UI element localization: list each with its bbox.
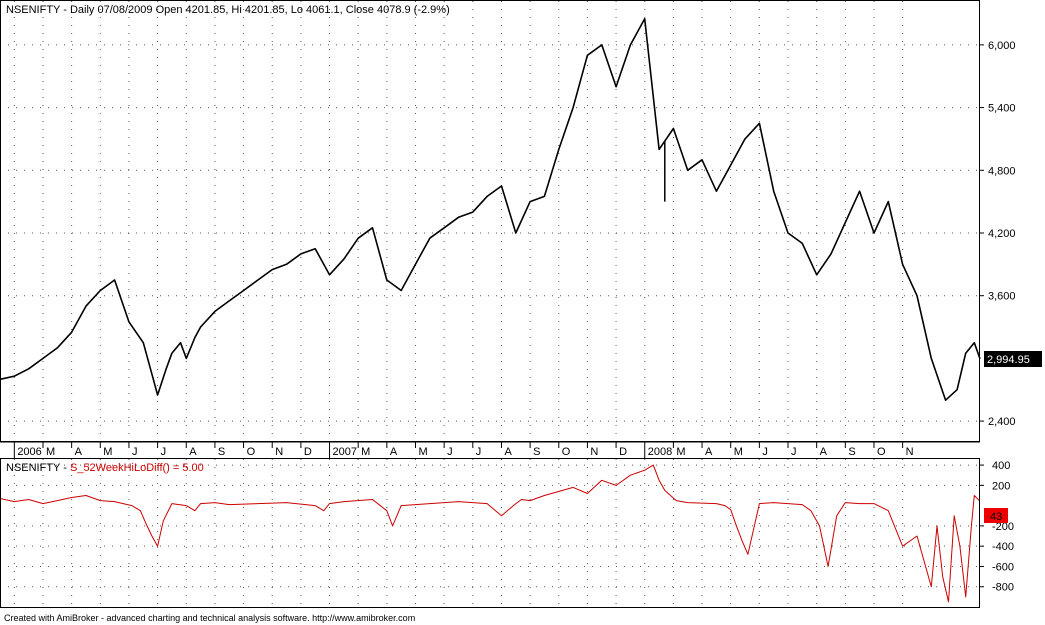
- x-tick-label: J: [791, 446, 797, 458]
- x-tick-label: M: [734, 446, 743, 458]
- x-tick-label: A: [75, 446, 83, 458]
- price-y-tick-label: 4,200: [988, 228, 1016, 240]
- x-tick-label: O: [562, 446, 571, 458]
- price-chart-title: NSENIFTY - Daily 07/08/2009 Open 4201.85…: [6, 4, 450, 16]
- x-tick-label: D: [304, 446, 312, 458]
- x-tick-label: M: [361, 446, 370, 458]
- price-last-value: 2,994.95: [987, 354, 1030, 366]
- indicator-y-tick-label: 200: [992, 480, 1010, 492]
- x-tick-label: N: [906, 446, 914, 458]
- price-line: [0, 17, 981, 402]
- indicator-title-prefix: NSENIFTY -: [6, 462, 70, 474]
- indicator-grid: [0, 459, 980, 607]
- x-tick-label: J: [476, 446, 482, 458]
- x-tick-label: J: [762, 446, 768, 458]
- price-series[interactable]: [0, 17, 981, 402]
- indicator-last-value: 43: [990, 511, 1002, 523]
- footer-credit: Created with AmiBroker - advanced charti…: [4, 613, 415, 623]
- indicator-y-tick-label: -400: [992, 541, 1014, 553]
- x-tick-label: S: [848, 446, 855, 458]
- indicator-y-tick-label: -800: [992, 582, 1014, 594]
- price-y-tick-label: 4,800: [988, 165, 1016, 177]
- x-axis-ticks: 2006 M A M J J A S O N D 2007 M A M J J A S O N D 2008 M A M J J A S O…: [13, 442, 914, 458]
- x-tick-label: S: [218, 446, 225, 458]
- price-y-axis: 2,400 3,600 4,200 4,800 5,400 6,000: [980, 40, 1016, 428]
- x-tick-label: 2007: [333, 446, 357, 458]
- indicator-pane-frame: [0, 458, 980, 608]
- price-y-tick-label: 5,400: [988, 103, 1016, 115]
- x-tick-label: M: [103, 446, 112, 458]
- x-tick-label: 2008: [648, 446, 672, 458]
- main-grid: [0, 1, 980, 442]
- price-y-tick-label: 6,000: [988, 40, 1016, 52]
- indicator-last-value-badge: 43: [984, 508, 1008, 523]
- indicator-series[interactable]: [0, 464, 981, 603]
- price-last-value-badge: 2,994.95: [984, 351, 1042, 367]
- x-tick-label: A: [705, 446, 713, 458]
- x-tick-label: A: [189, 446, 197, 458]
- x-tick-label: J: [161, 446, 167, 458]
- x-tick-label: M: [418, 446, 427, 458]
- x-tick-label: A: [820, 446, 828, 458]
- x-tick-label: M: [676, 446, 685, 458]
- indicator-title-formula: S_52WeekHiLoDiff() = 5.00: [70, 462, 204, 474]
- price-y-tick-label: 3,600: [988, 291, 1016, 303]
- price-y-tick-label: 2,400: [988, 416, 1016, 428]
- x-tick-label: D: [619, 446, 627, 458]
- indicator-chart-title: NSENIFTY - S_52WeekHiLoDiff() = 5.00: [6, 462, 204, 474]
- x-tick-label: A: [504, 446, 512, 458]
- x-tick-label: N: [275, 446, 283, 458]
- x-tick-label: J: [132, 446, 138, 458]
- x-tick-label: N: [590, 446, 598, 458]
- indicator-y-axis: -800 -600 -400 -200 200 400: [980, 460, 1014, 594]
- indicator-y-tick-label: -200: [992, 521, 1014, 533]
- indicator-y-tick-label: 400: [992, 460, 1010, 472]
- x-tick-label: O: [247, 446, 256, 458]
- x-tick-label: A: [390, 446, 398, 458]
- x-tick-label: O: [877, 446, 886, 458]
- indicator-line: [0, 464, 981, 603]
- x-tick-label: J: [447, 446, 453, 458]
- x-tick-label: S: [533, 446, 540, 458]
- x-tick-label: 2006: [17, 446, 41, 458]
- x-tick-label: M: [46, 446, 55, 458]
- indicator-y-tick-label: -600: [992, 561, 1014, 573]
